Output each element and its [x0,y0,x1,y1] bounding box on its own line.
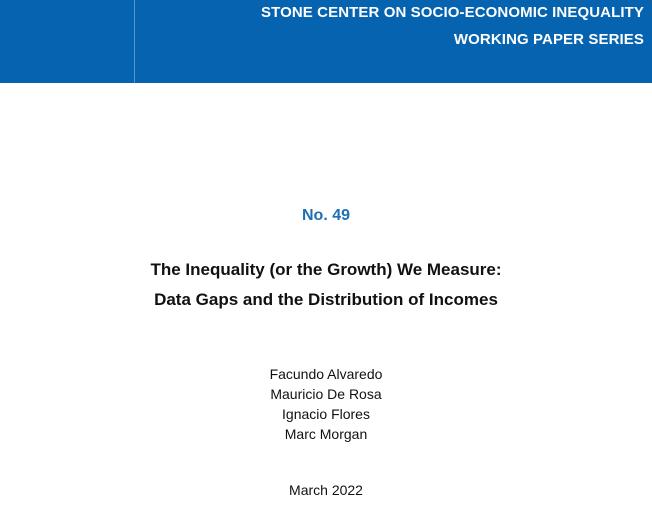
paper-title-line2: Data Gaps and the Distribution of Income… [154,290,498,309]
header-divider [134,0,135,83]
author-name: Marc Morgan [284,426,368,442]
author-name: Facundo Alvaredo [269,366,383,382]
series-name-line2: WORKING PAPER SERIES [453,31,644,48]
author-name: Ignacio Flores [282,406,370,422]
author-name: Mauricio De Rosa [270,386,382,402]
paper-title-line1: The Inequality (or the Growth) We Measur… [150,260,502,279]
header-band: STONE CENTER ON SOCIO-ECONOMIC INEQUALIT… [0,0,652,83]
author-list: Facundo Alvaredo Mauricio De Rosa Ignaci… [0,364,652,444]
series-name-line1: STONE CENTER ON SOCIO-ECONOMIC INEQUALIT… [260,4,644,21]
issue-number: No. 49 [301,207,350,224]
publication-date: March 2022 [289,482,363,498]
